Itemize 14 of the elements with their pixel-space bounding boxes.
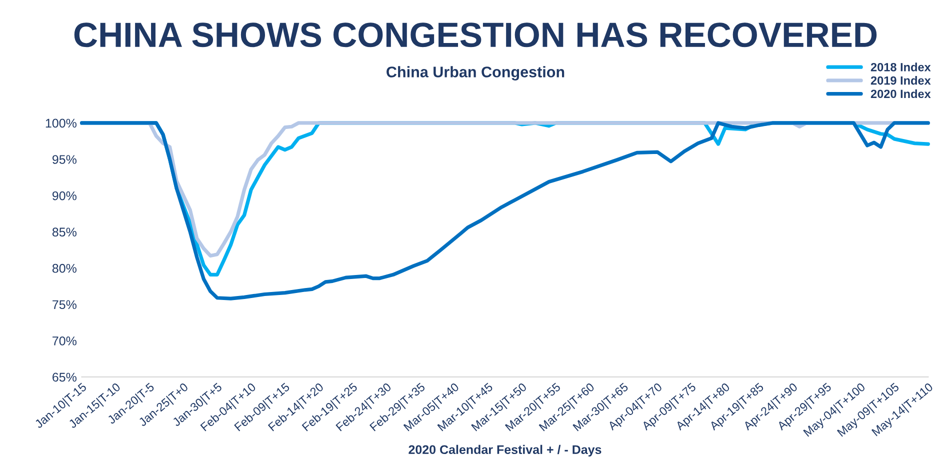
chart-subtitle: China Urban Congestion: [386, 66, 564, 80]
y-tick-label: 75%: [52, 300, 76, 310]
y-tick-label: 80%: [52, 264, 76, 273]
y-tick-label: 95%: [52, 155, 76, 164]
y-tick-label: 65%: [52, 372, 76, 382]
chart-title: CHINA SHOWS CONGESTION HAS RECOVERED: [74, 22, 877, 48]
legend-label: 2018 Index: [870, 62, 931, 72]
legend-label: 2020 Index: [870, 89, 931, 98]
y-tick-label: 85%: [52, 228, 76, 236]
y-tick-label: 90%: [52, 191, 76, 200]
y-tick-label: 100%: [46, 118, 76, 128]
y-tick-label: 70%: [52, 336, 76, 346]
x-axis-title: 2020 Calendar Festival + / - Days: [408, 444, 602, 457]
legend-label: 2019 Index: [870, 76, 931, 85]
